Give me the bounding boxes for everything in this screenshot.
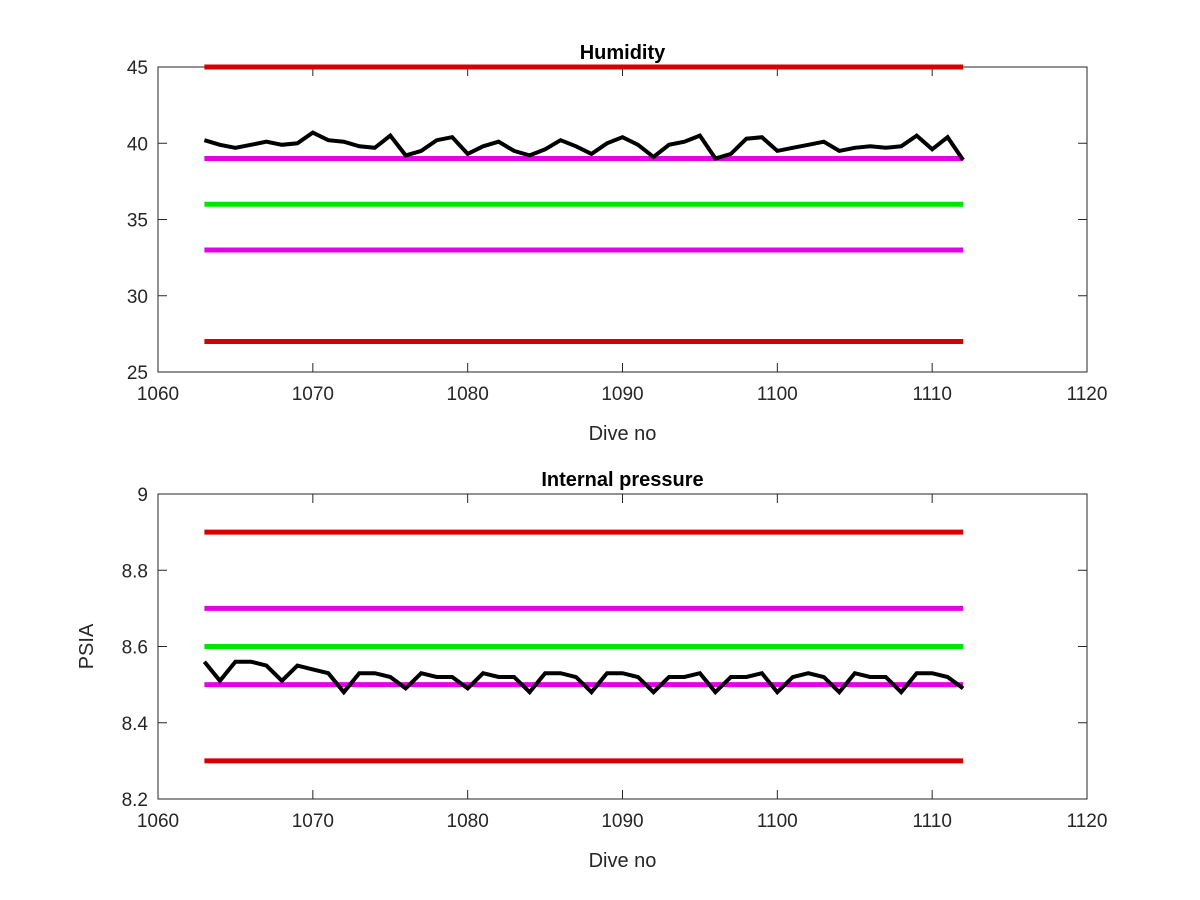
x-tick-label: 1060 xyxy=(137,384,179,405)
x-tick-label: 1090 xyxy=(601,384,643,405)
y-tick-label: 8.4 xyxy=(122,714,149,735)
x-tick-label: 1070 xyxy=(292,811,334,832)
x-tick-label: 1070 xyxy=(292,384,334,405)
x-tick-label: 1080 xyxy=(447,811,489,832)
x-tick-label: 1110 xyxy=(912,384,951,405)
y-tick-label: 35 xyxy=(127,211,148,232)
axes-frame xyxy=(157,66,1088,373)
y-tick-label: 40 xyxy=(127,134,148,155)
x-tick-label: 1110 xyxy=(912,811,951,832)
x-axis-label: Dive no xyxy=(589,423,657,445)
x-tick-label: 1120 xyxy=(1067,811,1108,832)
x-tick-label: 1120 xyxy=(1067,384,1108,405)
y-axis-label: PSIA xyxy=(76,623,98,669)
data-series-line xyxy=(203,130,965,162)
x-tick-label: 1060 xyxy=(137,811,179,832)
y-tick-label: 8.8 xyxy=(122,561,148,582)
plot-title: Internal pressure xyxy=(541,469,703,491)
y-tick-label: 8.2 xyxy=(122,790,148,811)
plot-title: Humidity xyxy=(580,42,666,64)
y-tick-label: 30 xyxy=(127,287,148,308)
x-tick-label: 1100 xyxy=(757,811,798,832)
y-tick-label: 8.6 xyxy=(122,638,148,659)
data-series-line xyxy=(202,659,965,696)
y-tick-label: 25 xyxy=(127,363,148,384)
x-tick-label: 1090 xyxy=(601,811,643,832)
humidity-plot: 1060 1070 1080 1090 1100 1110 1120 25 30 35 40 45 Hu… xyxy=(127,42,1108,445)
internal-pressure-plot: 1060 1070 1080 1090 1100 1110 1120 8.2 8.4 8.6 8.8… xyxy=(76,469,1107,872)
y-tick-label: 45 xyxy=(127,58,148,79)
x-tick-label: 1080 xyxy=(447,384,489,405)
y-tick-label: 9 xyxy=(137,485,148,506)
x-axis-label: Dive no xyxy=(589,850,657,872)
x-tick-label: 1100 xyxy=(757,384,798,405)
